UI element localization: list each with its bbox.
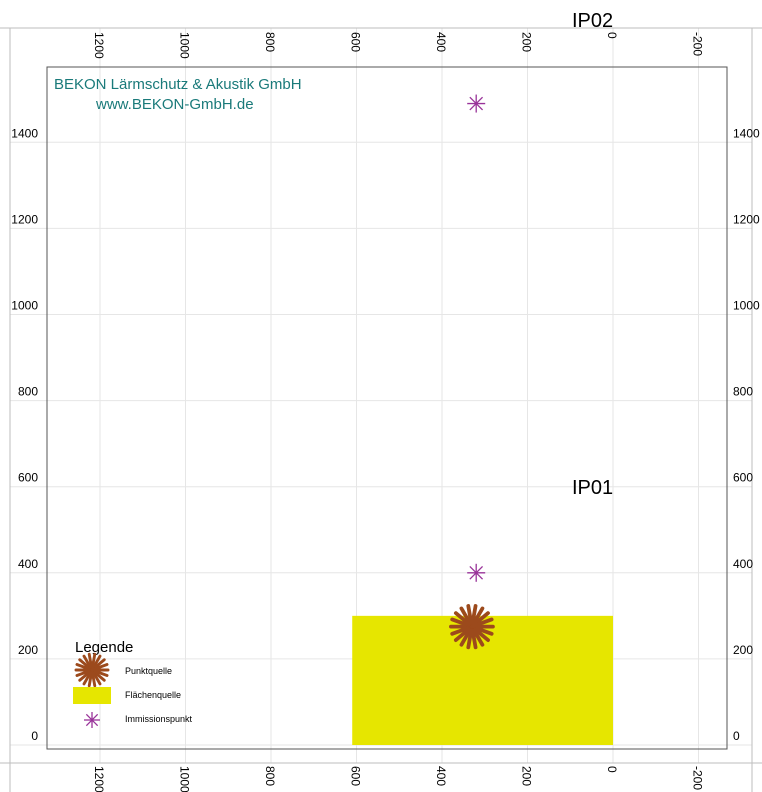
- legend-title: Legende: [75, 639, 133, 656]
- x-tick-label: 400: [434, 32, 448, 52]
- point-source-legend-icon: [74, 652, 110, 688]
- y-tick-label: 0: [31, 729, 38, 743]
- ip02-label: IP02: [572, 10, 613, 32]
- ip01-label: IP01: [572, 477, 613, 499]
- y-tick-label: 400: [733, 557, 753, 571]
- burst-spoke: [90, 663, 109, 672]
- receptor-ip01-icon: [467, 563, 486, 582]
- receptor-ip02-icon: [467, 94, 486, 113]
- asterisk-stroke: [469, 96, 484, 111]
- company-website: www.BEKON-GmbH.de: [95, 96, 254, 113]
- point-source-symbol: [449, 604, 495, 650]
- left-axis-ticks: 1400 1200 1000 800 600 400 200 0: [11, 126, 38, 743]
- x-tick-label: 1200: [92, 32, 106, 59]
- x-tick-label: 400: [434, 766, 448, 786]
- y-tick-label: 1400: [11, 126, 38, 140]
- asterisk-stroke: [469, 565, 484, 580]
- y-tick-label: 200: [733, 643, 753, 657]
- legend-item-area-source: Flächenquelle: [125, 690, 181, 700]
- x-tick-label: 800: [263, 766, 277, 786]
- area-source-legend-icon: [73, 687, 111, 704]
- y-tick-label: 0: [733, 729, 740, 743]
- x-tick-label: 0: [605, 766, 619, 773]
- y-tick-label: 1400: [733, 126, 760, 140]
- x-tick-label: 1200: [92, 766, 106, 792]
- x-tick-label: 200: [520, 766, 534, 786]
- company-name: BEKON Lärmschutz & Akustik GmbH: [54, 76, 302, 93]
- asterisk-stroke: [85, 713, 99, 727]
- x-tick-label: 600: [349, 32, 363, 52]
- x-tick-label: 800: [263, 32, 277, 52]
- top-axis-ticks: 1200 1000 800 600 400 200 0 -200: [92, 32, 705, 59]
- y-tick-label: 1000: [11, 299, 38, 313]
- x-tick-label: 0: [605, 32, 619, 39]
- grid: [10, 28, 752, 763]
- receptor-legend-icon: [84, 712, 100, 728]
- burst-spoke: [470, 617, 494, 629]
- legend-item-point-source: Punktquelle: [125, 666, 172, 676]
- legend: Legende Punktquelle Flächenquelle Immiss…: [73, 639, 193, 728]
- y-tick-label: 1200: [733, 212, 760, 226]
- y-tick-label: 800: [18, 385, 38, 399]
- y-tick-label: 200: [18, 643, 38, 657]
- right-axis-ticks: 1400 1200 1000 800 600 400 200 0: [733, 126, 760, 743]
- x-tick-label: 1000: [178, 766, 192, 792]
- legend-item-receptor: Immissionspunkt: [125, 714, 193, 724]
- y-tick-label: 1200: [11, 212, 38, 226]
- x-tick-label: -200: [691, 766, 705, 790]
- y-tick-label: 600: [18, 471, 38, 485]
- x-tick-label: 200: [520, 32, 534, 52]
- x-tick-label: 600: [349, 766, 363, 786]
- y-tick-label: 1000: [733, 299, 760, 313]
- y-tick-label: 600: [733, 471, 753, 485]
- x-tick-label: 1000: [178, 32, 192, 59]
- x-tick-label: -200: [691, 32, 705, 56]
- map-frame: [46, 66, 728, 750]
- y-tick-label: 400: [18, 557, 38, 571]
- bottom-axis-ticks: 1200 1000 800 600 400 200 0 -200: [92, 766, 705, 792]
- y-tick-label: 800: [733, 385, 753, 399]
